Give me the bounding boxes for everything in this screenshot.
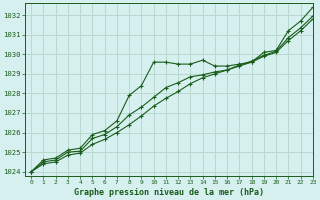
X-axis label: Graphe pression niveau de la mer (hPa): Graphe pression niveau de la mer (hPa) xyxy=(74,188,264,197)
